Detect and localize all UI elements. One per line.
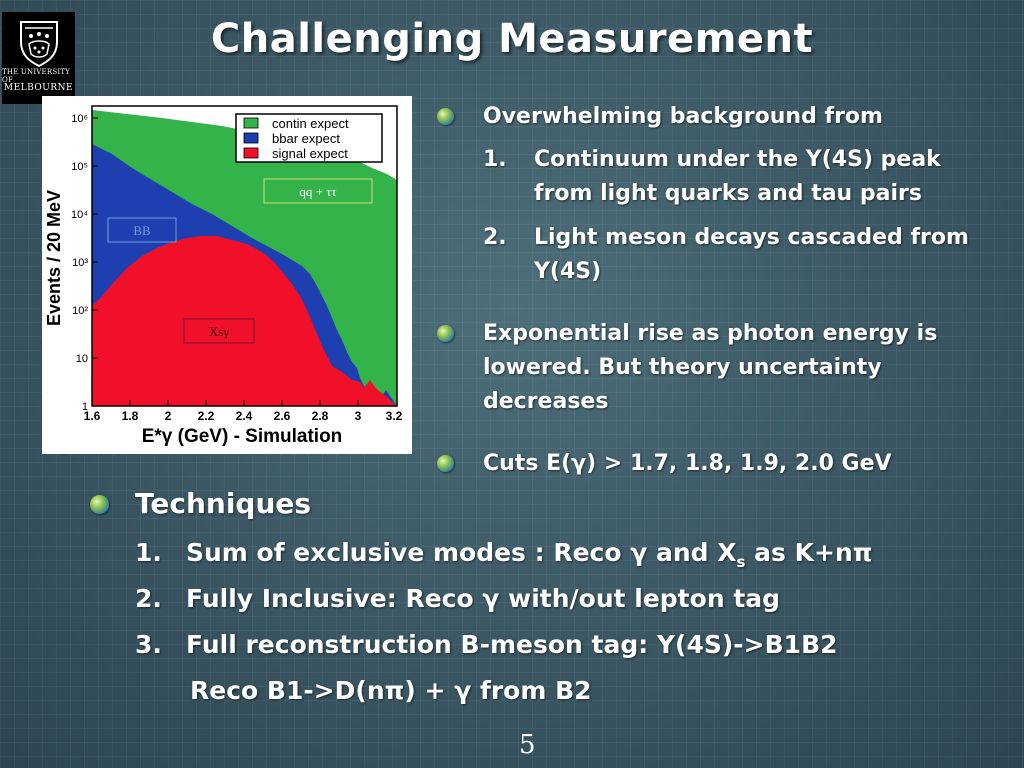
simulation-plot: 10⁶ 10⁵ 10⁴ 10³ 10² 10 1 1.6 1.8 2 2.2 2… (42, 96, 412, 454)
sub-item-line: Continuum under the Y(4S) peak (534, 147, 941, 172)
x-tick-label: 3.2 (386, 409, 403, 423)
technique-subscript: s (736, 553, 746, 571)
bullet-icon (437, 108, 454, 125)
right-bullet-2-line: lowered. But theory uncertainty (483, 355, 882, 380)
technique-text: as K+nπ (745, 538, 873, 567)
logo-line-2: MELBOURNE (3, 83, 74, 93)
legend-swatch-signal (243, 147, 259, 159)
y-tick-label: 10⁶ (71, 113, 88, 125)
sub-item-number: 1. (483, 147, 507, 172)
region-label-bb: BB (133, 223, 151, 238)
techniques-heading: Techniques (135, 487, 312, 520)
slide-title: Challenging Measurement (210, 16, 814, 62)
legend-label-signal: signal expect (272, 146, 348, 161)
bullet-icon (90, 495, 109, 514)
y-tick-label: 1 (82, 401, 88, 413)
technique-item-2: Fully Inclusive: Reco γ with/out lepton … (186, 584, 781, 613)
technique-item-1: Sum of exclusive modes : Reco γ and Xs a… (186, 530, 873, 585)
x-axis-label: E*γ (GeV) - Simulation (142, 426, 343, 447)
x-tick-label: 2.6 (274, 409, 291, 423)
region-label-xs: Xsγ (209, 324, 229, 339)
bullet-icon (437, 455, 454, 472)
sub-item-line: from light quarks and tau pairs (534, 181, 922, 206)
sub-item-line: Light meson decays cascaded from (534, 225, 969, 250)
x-tick-label: 2 (165, 409, 172, 423)
right-bullet-1: Overwhelming background from (483, 104, 883, 129)
technique-number: 2. (135, 584, 162, 613)
technique-item-3: Full reconstruction B-meson tag: Y(4S)->… (186, 630, 838, 659)
y-tick-label: 10⁵ (71, 161, 88, 173)
sub-item-line: Y(4S) (534, 259, 602, 284)
technique-number: 1. (135, 538, 162, 567)
region-label-qq: qq + ττ (299, 184, 336, 199)
plot-svg: 10⁶ 10⁵ 10⁴ 10³ 10² 10 1 1.6 1.8 2 2.2 2… (44, 105, 403, 447)
technique-continuation: Reco B1->D(nπ) + γ from B2 (190, 676, 592, 705)
right-bullet-3: Cuts E(γ) > 1.7, 1.8, 1.9, 2.0 GeV (483, 451, 892, 476)
y-tick-label: 10 (76, 353, 88, 365)
x-tick-label: 1.8 (122, 409, 139, 423)
x-tick-label: 3 (355, 409, 362, 423)
right-bullet-2-line: Exponential rise as photon energy is (483, 321, 938, 346)
technique-text: Sum of exclusive modes : Reco γ and X (186, 538, 737, 567)
legend-swatch-bbar (243, 132, 259, 144)
y-axis-label: Events / 20 MeV (44, 190, 64, 326)
page-number: 5 (519, 730, 536, 760)
university-logo: THE UNIVERSITY OF MELBOURNE (2, 12, 75, 104)
logo-line-1: THE UNIVERSITY OF (2, 68, 70, 84)
y-tick-label: 10³ (72, 257, 88, 269)
x-tick-label: 1.6 (84, 409, 101, 423)
legend-label-contin: contin expect (272, 116, 349, 131)
bullet-icon (437, 325, 454, 342)
right-bullet-2-line: decreases (483, 389, 609, 414)
x-tick-label: 2.4 (236, 409, 253, 423)
x-tick-label: 2.8 (312, 409, 329, 423)
legend-label-bbar: bbar expect (272, 131, 340, 146)
plot-legend: contin expect bbar expect signal expect (235, 113, 383, 163)
x-tick-label: 2.2 (198, 409, 215, 423)
crest-icon (19, 21, 58, 68)
legend-swatch-contin (243, 117, 259, 129)
signal-region (92, 236, 397, 406)
y-tick-label: 10² (72, 305, 88, 317)
sub-item-number: 2. (483, 225, 507, 250)
technique-number: 3. (135, 630, 162, 659)
y-tick-label: 10⁴ (71, 209, 88, 221)
